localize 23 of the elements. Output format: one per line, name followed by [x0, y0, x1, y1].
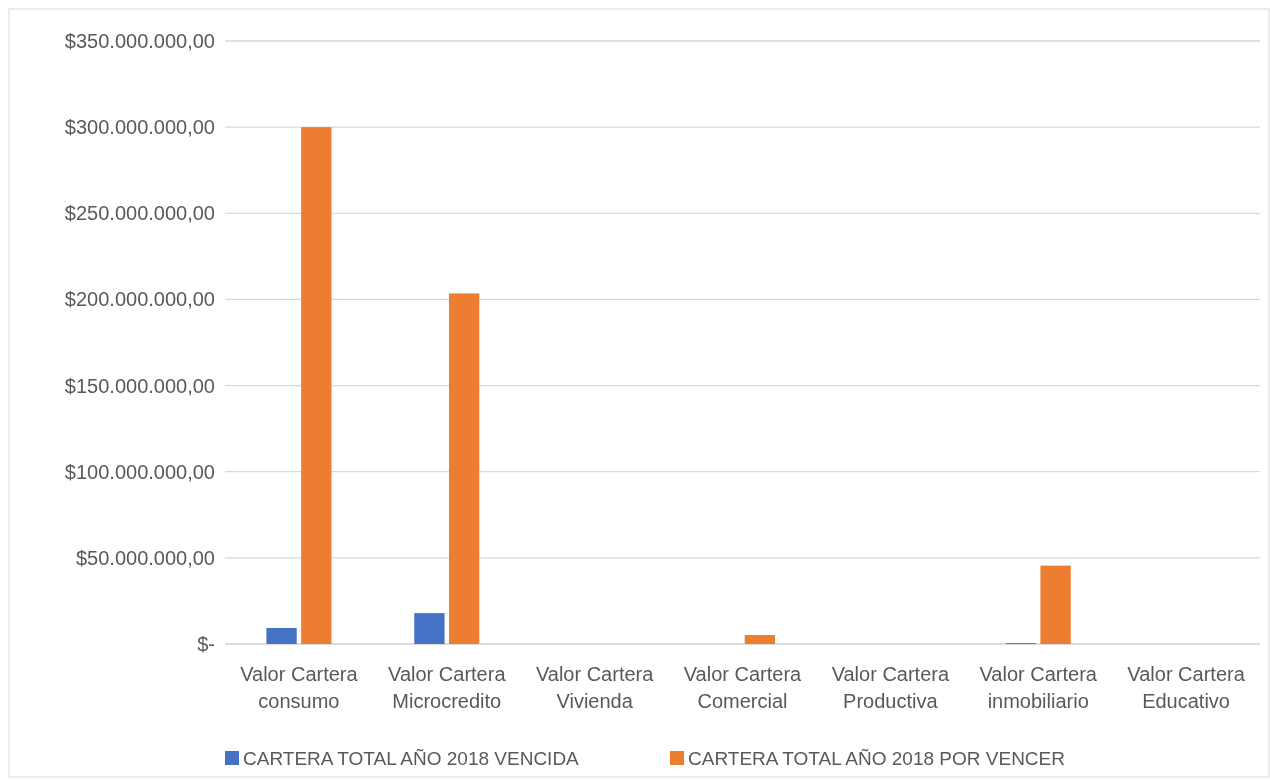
bar [1040, 565, 1071, 644]
legend-label: CARTERA TOTAL AÑO 2018 VENCIDA [243, 747, 580, 769]
bar [301, 127, 332, 644]
y-tick-label: $100.000.000,00 [64, 460, 215, 483]
x-tick-label: Valor Cartera Comercial [683, 663, 803, 712]
x-tick-label: Valor Cartera consumo [240, 663, 359, 712]
bar [744, 635, 776, 644]
y-tick-label: $300.000.000,00 [64, 116, 215, 139]
x-tick-label: Valor Cartera Productiva [831, 663, 950, 712]
x-tick-label: Valor Cartera inmobiliario [979, 663, 1098, 712]
legend-label: CARTERA TOTAL AÑO 2018 POR VENCER [688, 747, 1065, 769]
x-tick-label: Valor Cartera Microcredito [388, 663, 507, 712]
y-tick-label: $150.000.000,00 [64, 374, 215, 397]
y-tick-label: $200.000.000,00 [64, 288, 215, 311]
bar [266, 627, 297, 644]
bar [414, 613, 445, 644]
y-tick-label: $350.000.000,00 [64, 30, 215, 52]
y-tick-label: $- [197, 633, 215, 655]
bar [449, 293, 480, 644]
x-tick-label: Valor Cartera Vivienda [535, 663, 655, 712]
y-tick-label: $50.000.000,00 [75, 546, 215, 569]
y-tick-label: $250.000.000,00 [64, 202, 215, 225]
x-tick-label: Valor Cartera Educativo [1127, 663, 1246, 712]
